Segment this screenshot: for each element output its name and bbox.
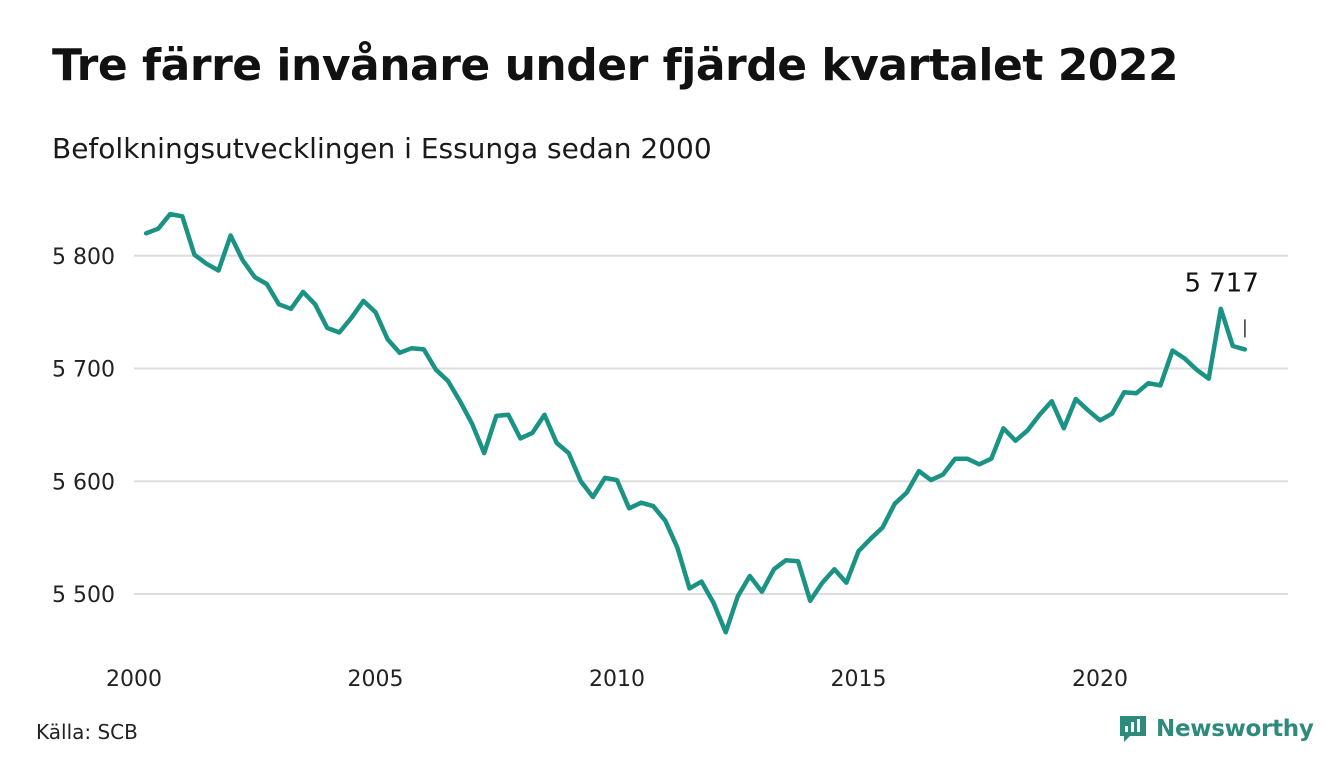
y-axis-ticks: 5 500 5 600 5 700 5 800 — [52, 245, 115, 608]
series-line-path — [143, 211, 1248, 635]
x-tick-label: 2015 — [831, 667, 887, 692]
brand-logo: Newsworthy — [1118, 714, 1314, 744]
brand-name: Newsworthy — [1156, 716, 1314, 742]
series-line — [143, 211, 1248, 635]
x-tick-label: 2000 — [106, 667, 162, 692]
gridlines — [134, 254, 1288, 595]
chart-title: Tre färre invånare under fjärde kvartale… — [52, 40, 1179, 91]
source-label: Källa: SCB — [36, 720, 138, 744]
line-chart: 5 500 5 600 5 700 5 800 2000 2005 2010 2015 202… — [52, 211, 1288, 692]
chart-subtitle: Befolkningsutvecklingen i Essunga sedan … — [52, 132, 712, 165]
last-value-annotation: 5 717 — [1184, 268, 1259, 338]
x-tick-label: 2005 — [348, 667, 404, 692]
annotation-label: 5 717 — [1184, 268, 1258, 298]
x-axis-ticks: 2000 2005 2010 2015 2020 — [106, 667, 1128, 692]
newsworthy-logo-icon — [1120, 716, 1146, 742]
x-tick-label: 2010 — [589, 667, 645, 692]
y-tick-label: 5 600 — [52, 470, 115, 495]
y-tick-label: 5 700 — [52, 358, 115, 383]
x-tick-label: 2020 — [1072, 667, 1128, 692]
y-tick-label: 5 800 — [52, 245, 115, 270]
y-tick-label: 5 500 — [52, 583, 115, 608]
